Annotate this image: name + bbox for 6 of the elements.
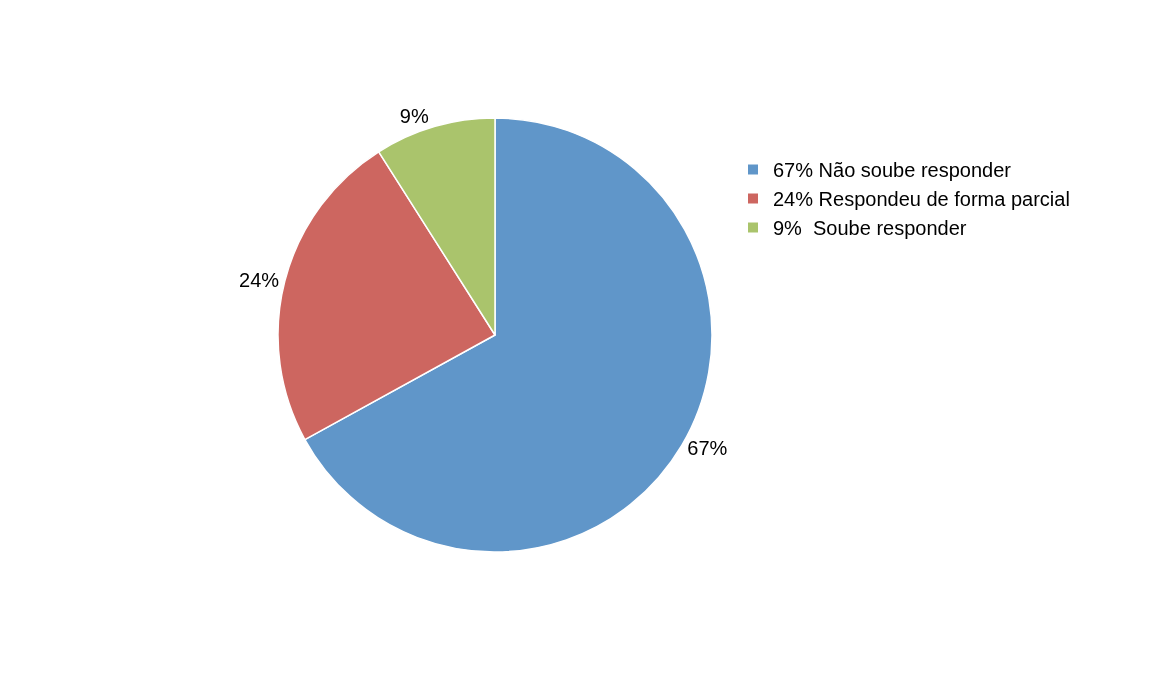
data-label: 67%	[687, 437, 728, 460]
legend-label: 24% Respondeu de forma parcial	[773, 188, 1070, 211]
data-label: 24%	[239, 269, 280, 292]
data-label: 9%	[399, 105, 429, 128]
legend-label: 9% Soube responder	[773, 217, 967, 240]
legend-label: 67% Não soube responder	[773, 159, 1012, 182]
